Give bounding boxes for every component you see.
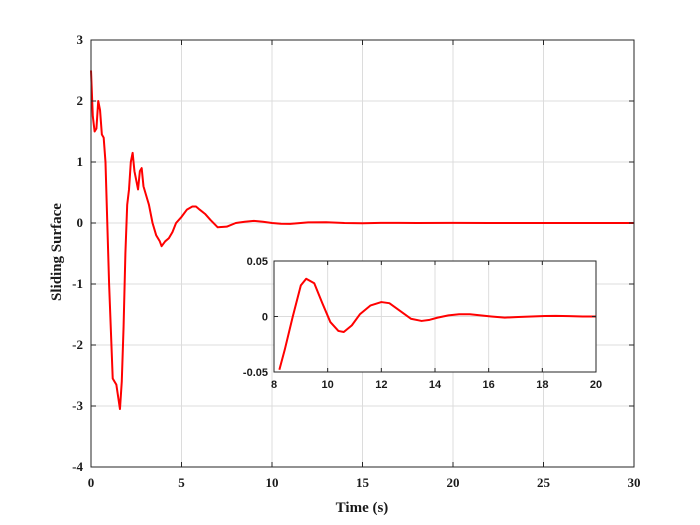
- main-x-tick-label: 30: [628, 475, 641, 490]
- main-y-tick-label: 1: [77, 154, 84, 169]
- y-axis-label: Sliding Surface: [49, 203, 65, 301]
- x-axis-label: Time (s): [336, 500, 389, 516]
- inset-x-tick-label: 10: [322, 379, 334, 391]
- inset-series-line: [278, 277, 596, 371]
- main-y-tick-label: 2: [77, 93, 84, 108]
- inset-plot: 8 10 12 14 16 18 20 0.05 0 -0.05: [243, 256, 602, 391]
- main-x-tick-label: 5: [178, 475, 185, 490]
- inset-y-tick-label: -0.05: [243, 367, 268, 379]
- inset-x-tick-label: 12: [375, 379, 387, 391]
- main-x-tick-label: 10: [266, 475, 279, 490]
- main-x-tick-label: 20: [447, 475, 460, 490]
- main-series-line: [90, 70, 634, 411]
- inset-x-tick-label: 20: [590, 379, 602, 391]
- inset-x-tick-label: 8: [271, 379, 277, 391]
- inset-x-tick-label: 18: [536, 379, 548, 391]
- main-x-tick-label: 0: [88, 475, 95, 490]
- inset-x-tick-label: 16: [483, 379, 495, 391]
- inset-y-tick-label: 0: [262, 312, 268, 324]
- main-y-tick-label: -1: [72, 276, 83, 291]
- main-y-tick-label: -3: [72, 398, 83, 413]
- main-x-tick-label: 25: [537, 475, 551, 490]
- inset-y-tick-label: 0.05: [247, 256, 268, 268]
- inset-x-tick-label: 14: [429, 379, 442, 391]
- main-y-tick-label: 0: [77, 215, 84, 230]
- main-y-tick-label: 3: [77, 32, 84, 47]
- main-y-tick-label: -4: [72, 459, 83, 474]
- main-y-tick-label: -2: [72, 337, 83, 352]
- main-x-tick-label: 15: [356, 475, 370, 490]
